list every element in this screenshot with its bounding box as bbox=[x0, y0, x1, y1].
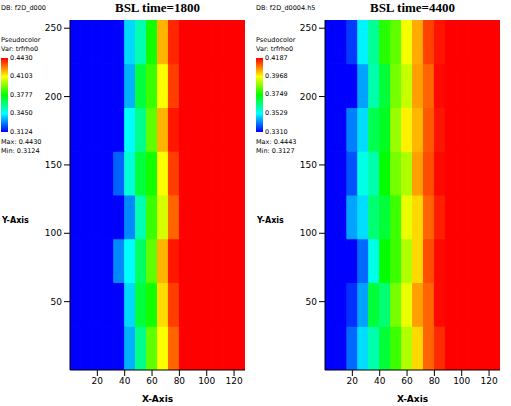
svg-text:200: 200 bbox=[45, 92, 62, 102]
html-text:Min: 0.3124: Min: 0.3124 bbox=[1, 147, 40, 155]
svg-text:80: 80 bbox=[174, 376, 186, 386]
svg-text:250: 250 bbox=[300, 23, 317, 33]
svg-text:200: 200 bbox=[300, 92, 317, 102]
html-text:DB: f2D_d0004.h5: DB: f2D_d0004.h5 bbox=[256, 4, 316, 12]
svg-text:250: 250 bbox=[45, 23, 62, 33]
svg-text:40: 40 bbox=[374, 376, 386, 386]
svg-text:150: 150 bbox=[300, 160, 317, 170]
html-text:Pseudocolor: Pseudocolor bbox=[1, 36, 41, 44]
svg-text:X-Axis: X-Axis bbox=[397, 394, 428, 404]
html-text:Max: 0.4430: Max: 0.4430 bbox=[1, 138, 42, 146]
svg-text:150: 150 bbox=[45, 160, 62, 170]
html-text:0.3749: 0.3749 bbox=[265, 90, 288, 99]
html-text:Y-Axis: Y-Axis bbox=[257, 216, 284, 225]
html-text:0.4103: 0.4103 bbox=[10, 72, 33, 80]
svg-text:20: 20 bbox=[347, 376, 359, 386]
svg-text:X-Axis: X-Axis bbox=[142, 394, 173, 404]
html-text:0.3310: 0.3310 bbox=[265, 127, 288, 136]
svg-text:40: 40 bbox=[119, 376, 131, 386]
html-text:BSL time=1800: BSL time=1800 bbox=[115, 0, 200, 15]
svg-text:20: 20 bbox=[92, 376, 104, 386]
svg-text:100: 100 bbox=[198, 376, 215, 386]
html-text:0.3968: 0.3968 bbox=[265, 72, 288, 80]
svg-text:100: 100 bbox=[300, 228, 317, 238]
html-text:0.4187: 0.4187 bbox=[265, 53, 288, 62]
html-text:0.3124: 0.3124 bbox=[10, 127, 33, 136]
html-text:0.3777: 0.3777 bbox=[10, 90, 33, 99]
html-text:BSL time=4400: BSL time=4400 bbox=[370, 0, 455, 15]
svg-text:60: 60 bbox=[146, 376, 158, 386]
html-text:Max: 0.4443: Max: 0.4443 bbox=[256, 138, 297, 146]
html-text:0.3529: 0.3529 bbox=[265, 109, 288, 117]
html-text:DB: f2D_d000: DB: f2D_d000 bbox=[1, 4, 46, 12]
html-text:Y-Axis: Y-Axis bbox=[2, 216, 29, 225]
html-text:0.4430: 0.4430 bbox=[10, 53, 33, 62]
html-text:0.3450: 0.3450 bbox=[10, 109, 33, 117]
svg-text:100: 100 bbox=[45, 228, 62, 238]
svg-text:100: 100 bbox=[453, 376, 470, 386]
svg-text:50: 50 bbox=[51, 297, 63, 307]
svg-text:120: 120 bbox=[225, 376, 242, 386]
svg-text:80: 80 bbox=[429, 376, 441, 386]
html-text:Min: 0.3127: Min: 0.3127 bbox=[256, 147, 295, 155]
html-text:Pseudocolor: Pseudocolor bbox=[256, 36, 296, 44]
html-text:Var: trfrho0: Var: trfrho0 bbox=[1, 45, 38, 53]
svg-text:120: 120 bbox=[480, 376, 497, 386]
html-text:Var: trfrho0: Var: trfrho0 bbox=[256, 45, 293, 53]
svg-text:50: 50 bbox=[306, 297, 318, 307]
svg-text:60: 60 bbox=[401, 376, 413, 386]
